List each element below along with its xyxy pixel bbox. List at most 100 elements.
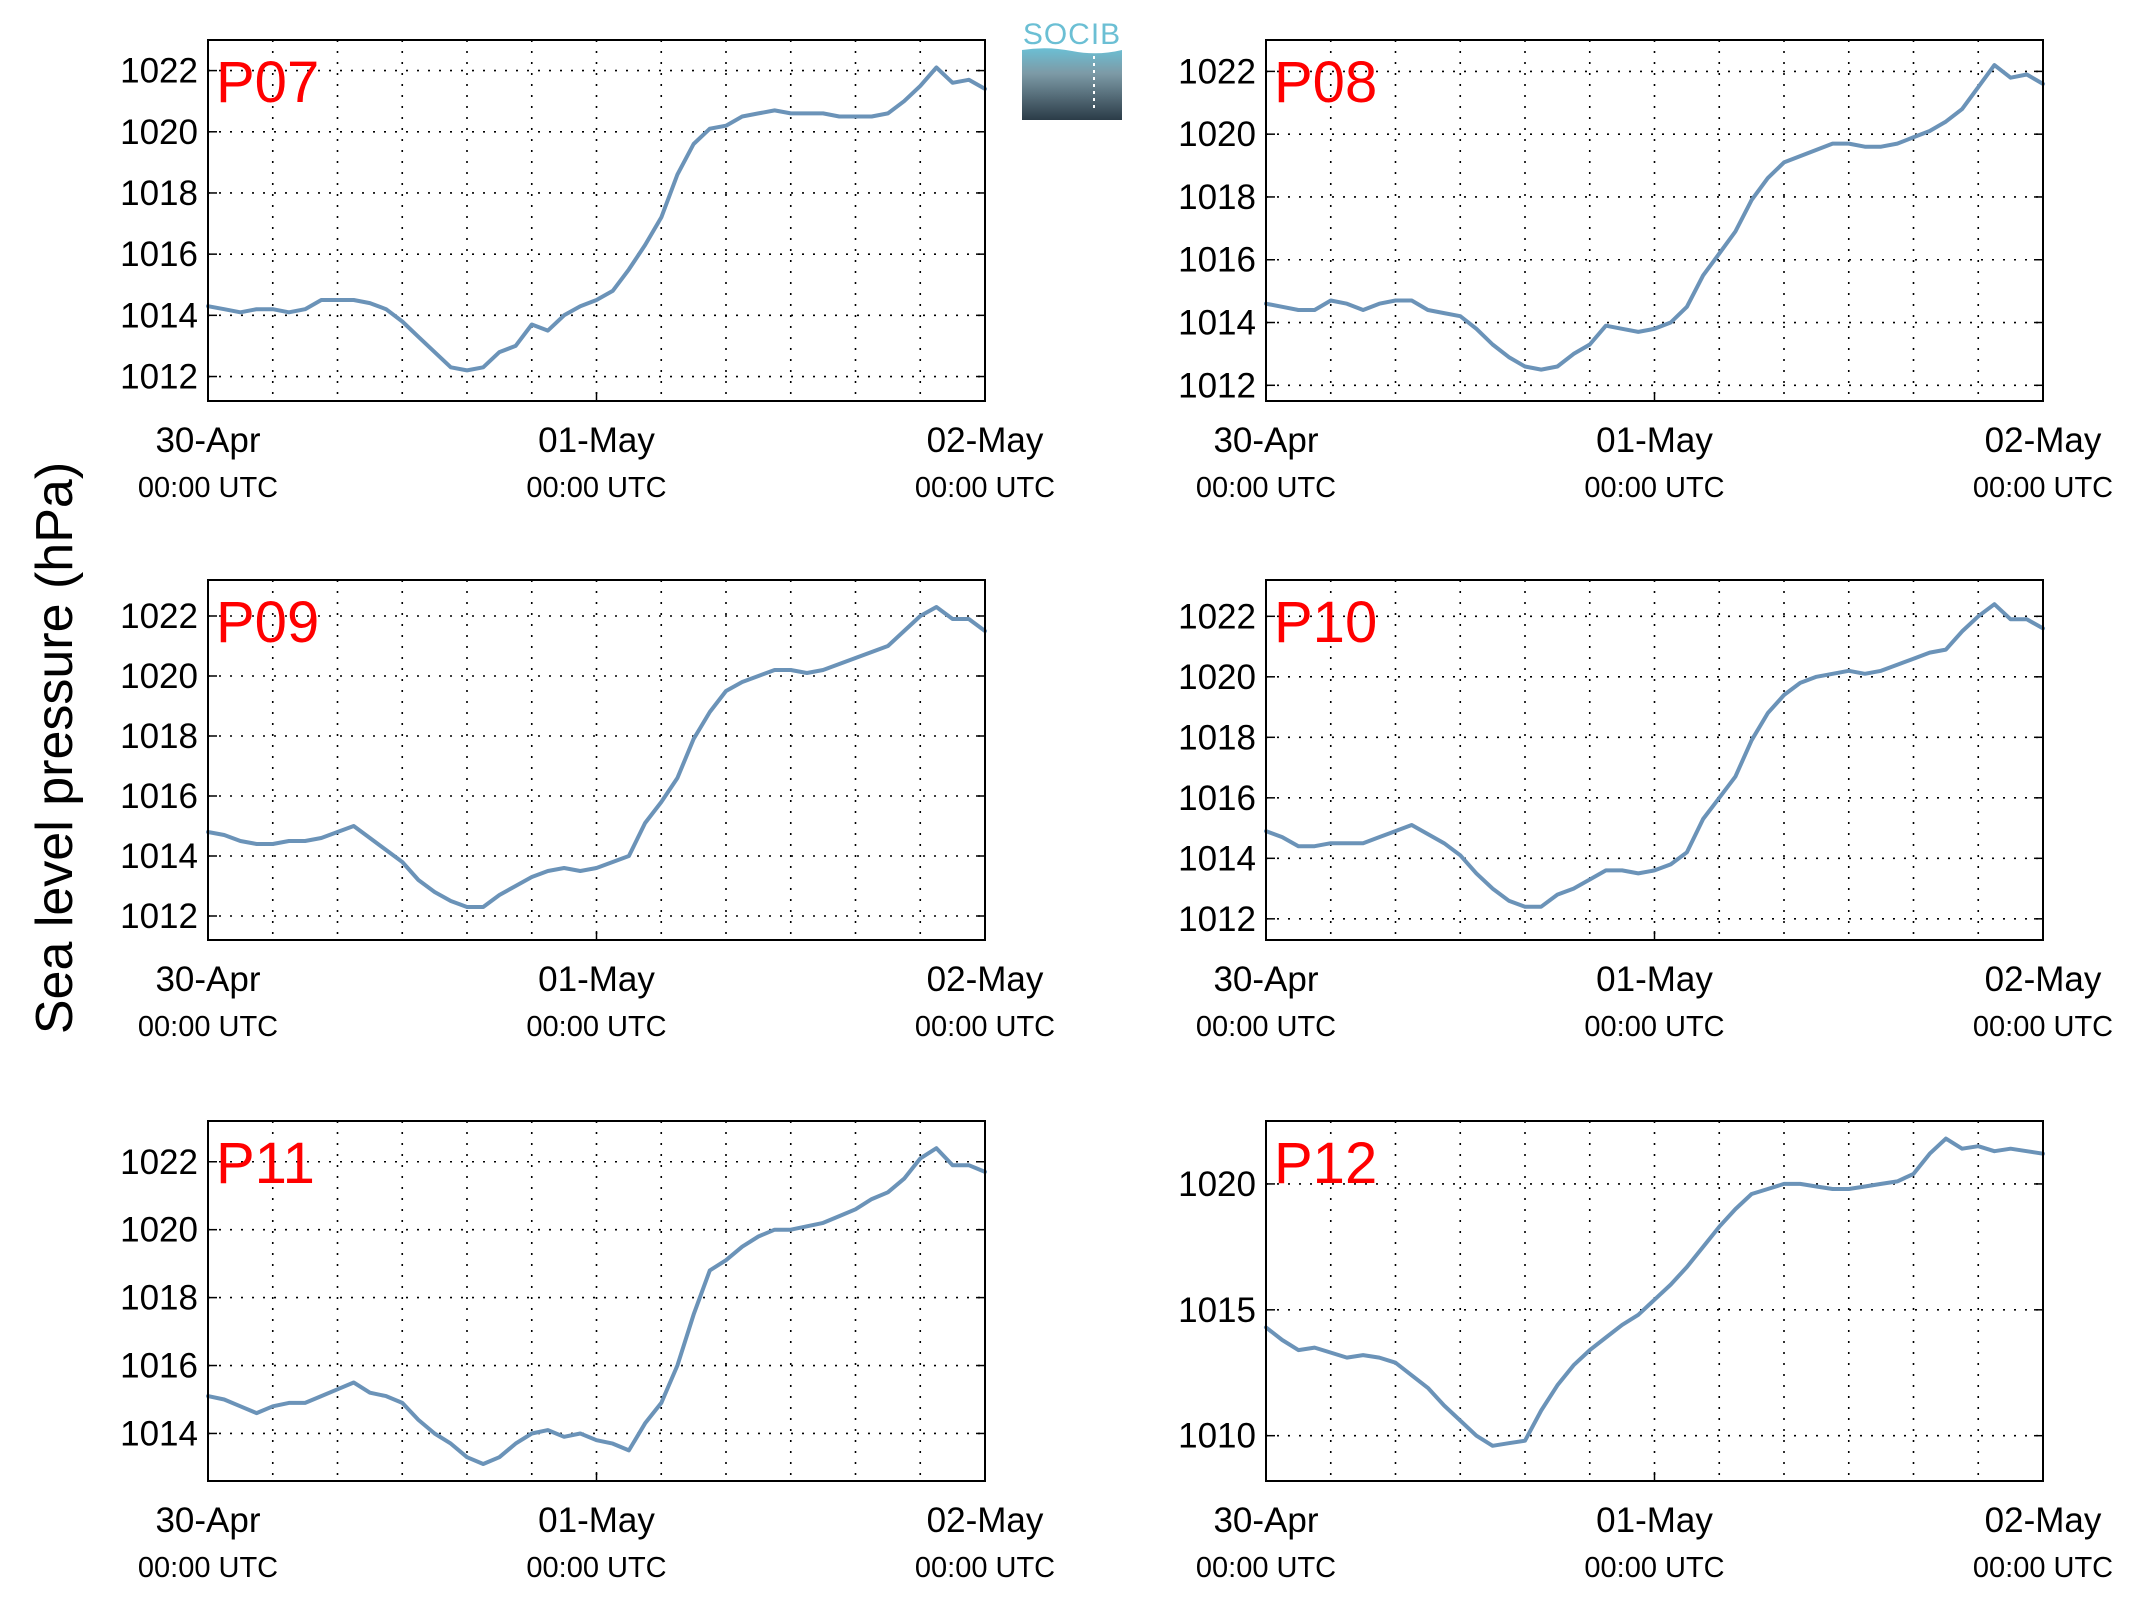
panel-p11: 1014 1016 1018 1020 1022 30-Apr 00:00 UTC 01-Ma… (120, 1120, 1055, 1584)
y-tick-label: 1015 (1178, 1291, 1256, 1330)
panel-title-p11: P11 (216, 1131, 315, 1196)
plot-frame-p08 (1265, 39, 2044, 402)
x-tick-label-date: 02-May (1985, 421, 2102, 460)
x-tick-label-date: 30-Apr (155, 960, 260, 999)
y-tick-label: 1014 (1178, 304, 1256, 343)
y-axis-label: Sea level pressure (hPa) (26, 462, 84, 1034)
y-tick-label: 1014 (120, 296, 198, 335)
panel-title-p10: P10 (1274, 590, 1377, 655)
x-tick-label-date: 02-May (927, 1501, 1044, 1540)
y-tick-label: 1020 (120, 1211, 198, 1250)
x-tick-label-time: 00:00 UTC (1584, 1552, 1724, 1584)
y-tick-label: 1016 (120, 1347, 198, 1386)
x-tick-label-date: 30-Apr (1213, 960, 1318, 999)
panel-p07: 1012 1014 1016 1018 1020 1022 30-Apr 00:00 UTC 0… (120, 39, 1055, 504)
x-tick-label-time: 00:00 UTC (915, 472, 1055, 504)
y-tick-label: 1014 (1178, 839, 1256, 878)
plot-frame-p09 (207, 579, 986, 941)
x-tick-label-time: 00:00 UTC (1973, 1011, 2113, 1043)
y-tick-label: 1020 (1178, 115, 1256, 154)
y-tick-label: 1016 (1178, 241, 1256, 280)
y-tick-label: 1014 (120, 1414, 198, 1453)
plot-area-p09 (208, 580, 985, 940)
x-tick-label-date: 02-May (927, 960, 1044, 999)
y-tick-label: 1020 (120, 657, 198, 696)
x-tick-label-time: 00:00 UTC (526, 1552, 666, 1584)
x-tick-label-time: 00:00 UTC (138, 1552, 278, 1584)
y-tick-label: 1018 (120, 1279, 198, 1318)
x-tick-label-time: 00:00 UTC (1973, 472, 2113, 504)
x-tick-label-time: 00:00 UTC (915, 1011, 1055, 1043)
x-tick-label-date: 01-May (1596, 421, 1713, 460)
x-tick-label-date: 02-May (1985, 1501, 2102, 1540)
x-tick-label-date: 02-May (927, 421, 1044, 460)
plot-area-p10 (1266, 580, 2043, 940)
plot-frame-p07 (207, 39, 986, 402)
plot-frame-p11 (207, 1120, 986, 1482)
panel-title-p12: P12 (1274, 1131, 1377, 1196)
x-tick-label-date: 01-May (538, 960, 655, 999)
y-tick-label: 1020 (120, 113, 198, 152)
series-line-p07 (206, 65, 987, 373)
x-tick-label-time: 00:00 UTC (1196, 472, 1336, 504)
x-tick-label-date: 30-Apr (155, 1501, 260, 1540)
x-tick-label-time: 00:00 UTC (1584, 1011, 1724, 1043)
y-tick-label: 1022 (120, 1143, 198, 1182)
socib-logo-wave (1022, 48, 1122, 120)
y-tick-label: 1020 (1178, 658, 1256, 697)
plot-frame-p10 (1265, 579, 2044, 941)
x-tick-label-time: 00:00 UTC (1196, 1011, 1336, 1043)
x-tick-label-time: 00:00 UTC (915, 1552, 1055, 1584)
x-tick-label-time: 00:00 UTC (1973, 1552, 2113, 1584)
plot-area-p07 (208, 40, 985, 401)
y-tick-label: 1018 (120, 174, 198, 213)
x-tick-label-time: 00:00 UTC (1584, 472, 1724, 504)
x-tick-label-date: 30-Apr (1213, 1501, 1318, 1540)
y-tick-label: 1022 (1178, 597, 1256, 636)
panel-title-p08: P08 (1274, 50, 1377, 115)
series-line-p12 (1264, 1136, 2045, 1448)
panel-p08: 1012 1014 1016 1018 1020 1022 30-Apr 00:00 UTC 0… (1178, 39, 2113, 504)
panel-p09: 1012 1014 1016 1018 1020 1022 30-Apr 00:00 UTC 0… (120, 579, 1055, 1043)
y-tick-label: 1016 (120, 235, 198, 274)
plot-frame-p12 (1265, 1120, 2044, 1482)
socib-logo: SOCIB (1022, 18, 1122, 120)
y-tick-label: 1020 (1178, 1165, 1256, 1204)
series-line-p08 (1264, 63, 2045, 372)
y-tick-label: 1018 (120, 717, 198, 756)
x-tick-label-date: 01-May (538, 1501, 655, 1540)
y-tick-label: 1010 (1178, 1417, 1256, 1456)
series-line-p09 (206, 605, 987, 909)
plot-area-p08 (1266, 40, 2043, 401)
x-tick-label-time: 00:00 UTC (138, 472, 278, 504)
x-tick-label-time: 00:00 UTC (1196, 1552, 1336, 1584)
socib-logo-text: SOCIB (1023, 18, 1121, 51)
x-tick-label-date: 01-May (538, 421, 655, 460)
panel-p10: 1012 1014 1016 1018 1020 1022 30-Apr 00:00 UTC 0… (1178, 579, 2113, 1043)
series-line-p11 (206, 1146, 987, 1466)
y-tick-label: 1012 (1178, 900, 1256, 939)
x-tick-label-time: 00:00 UTC (526, 472, 666, 504)
y-tick-label: 1012 (120, 358, 198, 397)
panel-p12: 1010 1015 1020 30-Apr 00:00 UTC 01-May 00:00 U… (1178, 1120, 2113, 1584)
x-tick-label-date: 01-May (1596, 1501, 1713, 1540)
y-tick-label: 1022 (1178, 52, 1256, 91)
y-tick-label: 1012 (1178, 366, 1256, 405)
x-tick-label-date: 01-May (1596, 960, 1713, 999)
y-tick-label: 1016 (120, 777, 198, 816)
series-line-p10 (1264, 602, 2045, 909)
y-tick-label: 1016 (1178, 779, 1256, 818)
panel-title-p07: P07 (216, 50, 319, 115)
x-tick-label-date: 30-Apr (1213, 421, 1318, 460)
plot-area-p11 (208, 1121, 985, 1481)
y-tick-label: 1018 (1178, 718, 1256, 757)
y-tick-label: 1022 (120, 52, 198, 91)
panel-title-p09: P09 (216, 590, 319, 655)
x-tick-label-date: 02-May (1985, 960, 2102, 999)
x-tick-label-time: 00:00 UTC (526, 1011, 666, 1043)
x-tick-label-time: 00:00 UTC (138, 1011, 278, 1043)
y-tick-label: 1022 (120, 597, 198, 636)
x-tick-label-date: 30-Apr (155, 421, 260, 460)
y-tick-label: 1014 (120, 837, 198, 876)
